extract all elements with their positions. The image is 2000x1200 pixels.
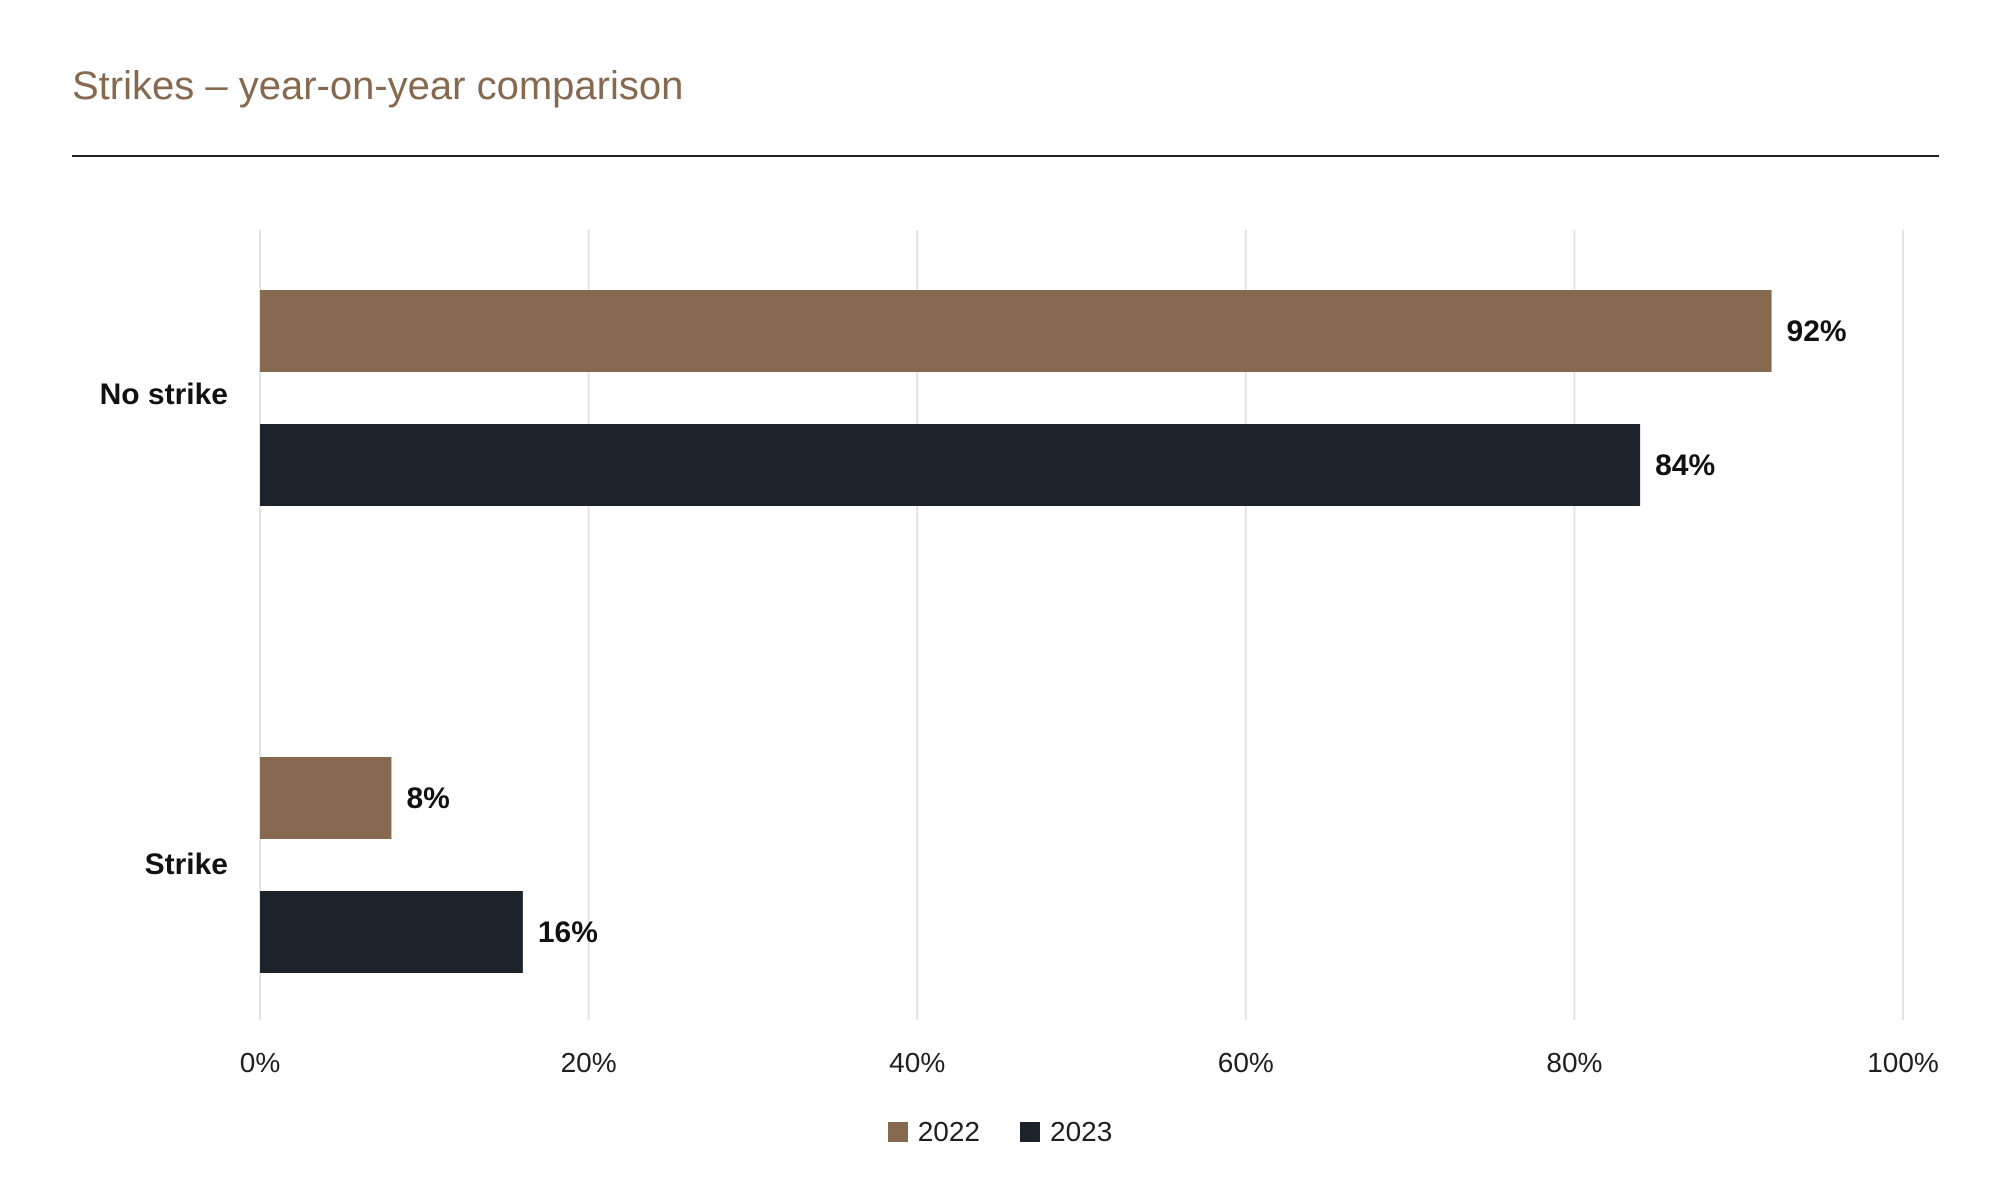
x-tick-label: 20%	[561, 1047, 617, 1078]
x-tick-label: 60%	[1218, 1047, 1274, 1078]
legend-label: 2022	[917, 1116, 980, 1147]
legend-swatch	[1020, 1122, 1040, 1142]
x-tick-label: 80%	[1546, 1047, 1602, 1078]
chart-title: Strikes – year-on-year comparison	[72, 64, 684, 108]
bar-2022	[260, 290, 1772, 372]
bar-2022	[260, 757, 392, 839]
x-tick-label: 0%	[240, 1047, 280, 1078]
chart-legend: 2022 2023	[0, 1116, 2000, 1148]
data-label: 84%	[1655, 449, 1715, 482]
x-tick-label: 40%	[889, 1047, 945, 1078]
data-label: 8%	[406, 782, 449, 815]
data-label: 16%	[538, 916, 598, 949]
legend-swatch	[887, 1122, 908, 1142]
data-label: 92%	[1787, 315, 1847, 348]
x-tick-label: 100%	[1867, 1047, 1939, 1078]
legend-item-2023: 2023	[1020, 1116, 1112, 1148]
legend-label: 2023	[1050, 1116, 1113, 1147]
legend-item-2022: 2022	[887, 1116, 980, 1148]
bar-2023	[260, 891, 523, 973]
category-label: Strike	[145, 848, 228, 881]
category-label: No strike	[100, 378, 228, 411]
bar-2023	[260, 424, 1641, 506]
title-divider	[72, 155, 1939, 157]
bar-chart: 0% 20% 40% 60% 80% 100% No strike 92% 84% Strike 8…	[100, 230, 1939, 1078]
